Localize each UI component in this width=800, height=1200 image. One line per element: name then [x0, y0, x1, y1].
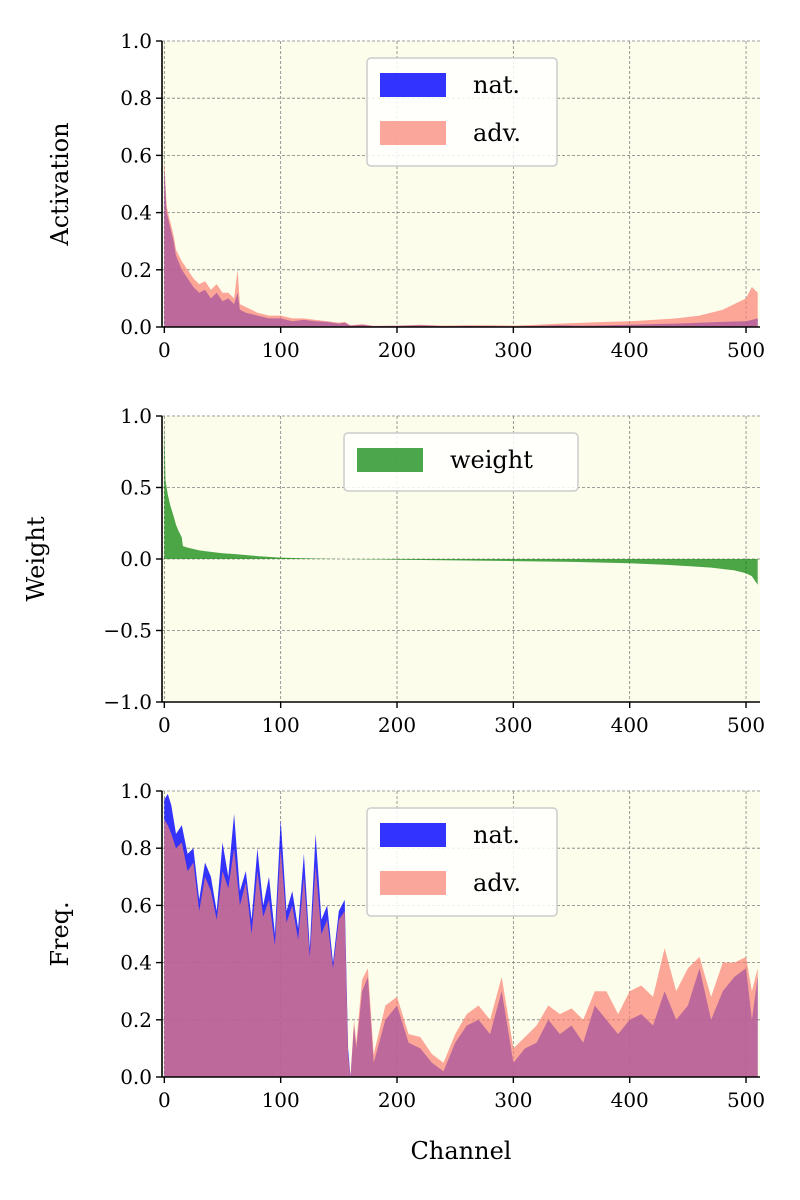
y-tick-label: 0.5 — [120, 476, 152, 500]
y-axis-label: Activation — [46, 122, 74, 246]
legend: nat. adv. — [366, 807, 558, 917]
x-tick-label: 400 — [611, 713, 649, 737]
x-axis-label: Channel — [411, 1137, 512, 1165]
x-tick-label: 100 — [262, 338, 300, 362]
series-area-adv — [164, 161, 758, 327]
y-tick-label: 0.4 — [120, 201, 152, 225]
subplot-3: 0 100 200 300 400 500 0.0 0.2 0.4 0.6 0.8 1.0 Freq. C… — [46, 779, 765, 1165]
legend-swatch-nat — [380, 823, 446, 847]
y-tick-label: 1.0 — [120, 779, 152, 803]
legend-label-nat: nat. — [473, 71, 520, 99]
legend: weight — [343, 432, 579, 492]
x-tick-label: 100 — [262, 1088, 300, 1112]
x-tick-label: 300 — [494, 1088, 532, 1112]
legend-swatch-weight — [357, 448, 423, 472]
x-tick-label: 200 — [378, 1088, 416, 1112]
y-tick-label: 0.6 — [120, 143, 152, 167]
y-tick-label: 1.0 — [120, 404, 152, 428]
y-tick-label: 0.2 — [120, 258, 152, 282]
x-tick-label: 300 — [494, 713, 532, 737]
x-tick-label: 300 — [494, 338, 532, 362]
y-tick-label: −0.5 — [103, 619, 152, 643]
x-tick-label: 200 — [378, 338, 416, 362]
subplot-2: 0 100 200 300 400 500 −1.0 −0.5 0.0 0.5 1.0 Weight w… — [22, 404, 765, 737]
legend-swatch-adv — [380, 871, 446, 895]
y-axis-label: Weight — [22, 516, 50, 601]
y-tick-label: 0.8 — [120, 86, 152, 110]
y-tick-label: 0.6 — [120, 893, 152, 917]
legend-label-adv: adv. — [473, 869, 521, 897]
y-axis-label: Freq. — [46, 901, 74, 966]
x-tick-label: 0 — [158, 713, 171, 737]
legend-frame — [343, 432, 579, 492]
x-tick-label: 500 — [727, 338, 765, 362]
y-tick-label: 0.0 — [120, 1065, 152, 1089]
y-tick-label: 1.0 — [120, 29, 152, 53]
subplot-1: 0 100 200 300 400 500 0.0 0.2 0.4 0.6 0.8 1.0 Activa… — [46, 29, 765, 362]
x-tick-label: 200 — [378, 713, 416, 737]
x-tick-label: 400 — [611, 338, 649, 362]
legend-swatch-nat — [380, 73, 446, 97]
y-tick-label: 0.0 — [120, 315, 152, 339]
legend-label-nat: nat. — [473, 821, 520, 849]
y-tick-label: 0.8 — [120, 836, 152, 860]
x-tick-label: 400 — [611, 1088, 649, 1112]
x-tick-label: 500 — [727, 1088, 765, 1112]
y-tick-label: 0.0 — [120, 547, 152, 571]
legend-label-weight: weight — [450, 446, 533, 474]
y-tick-label: −1.0 — [103, 690, 152, 714]
x-tick-label: 0 — [158, 1088, 171, 1112]
x-tick-label: 0 — [158, 338, 171, 362]
y-tick-label: 0.4 — [120, 951, 152, 975]
legend-swatch-adv — [380, 121, 446, 145]
y-tick-label: 0.2 — [120, 1008, 152, 1032]
legend: nat. adv. — [366, 57, 558, 167]
x-tick-label: 500 — [727, 713, 765, 737]
series-area-adv — [164, 819, 758, 1077]
x-tick-label: 100 — [262, 713, 300, 737]
legend-label-adv: adv. — [473, 119, 521, 147]
